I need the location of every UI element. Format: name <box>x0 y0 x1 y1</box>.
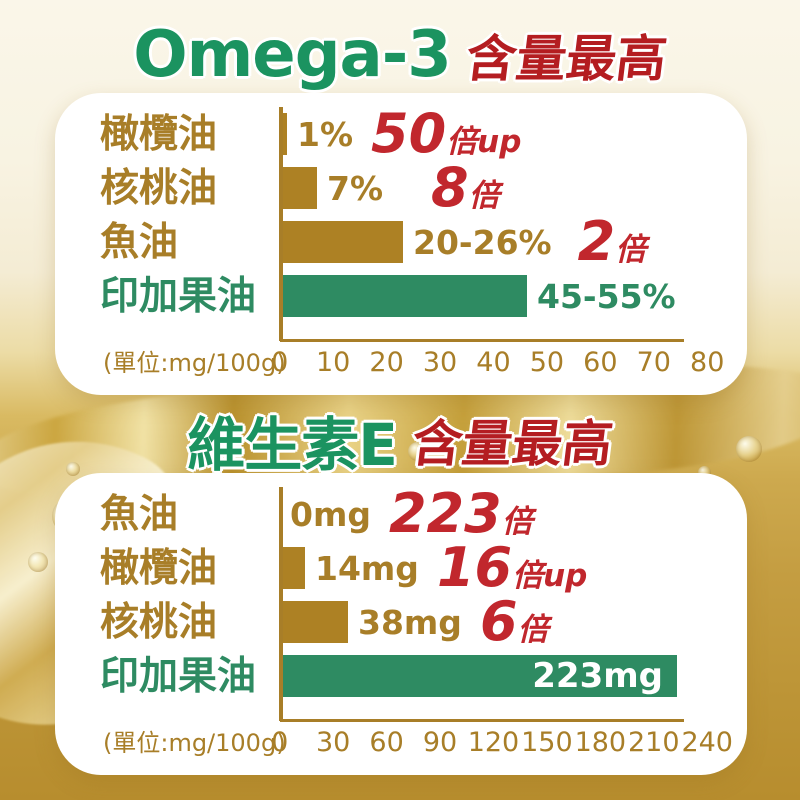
bar-walnut-oil <box>280 601 348 643</box>
oil-bubble <box>336 448 351 463</box>
oil-bubble <box>66 462 80 476</box>
omega3-title-zh: 含量最高 <box>462 30 670 88</box>
value-label: 1% <box>297 114 354 154</box>
bar-fish-oil <box>280 221 403 263</box>
tick-label: 40 <box>476 347 511 378</box>
chart-row-sacha-inchi-oil: 印加果油 45-55% <box>100 269 727 323</box>
x-axis-ticks: 0 30 60 90 120 150 180 210 240 <box>253 729 734 756</box>
tick-label: 90 <box>422 727 458 758</box>
axis-unit-label: (單位:mg/100g) <box>103 729 286 757</box>
tick-label: 240 <box>681 727 733 758</box>
chart-row-fish-oil: 魚油 0mg 223 倍 <box>100 487 727 541</box>
tick-label: 80 <box>690 347 725 378</box>
omega3-title: Omega-3 含量最高 <box>0 18 800 92</box>
chart-row-olive-oil: 橄欖油 1% 50 倍up <box>100 107 727 161</box>
row-label: 印加果油 <box>100 653 257 699</box>
value-label: 20-26% <box>413 222 552 262</box>
bar-sacha-inchi-oil <box>280 275 527 317</box>
value-label: 14mg <box>315 548 419 588</box>
omega3-title-en: Omega-3 <box>133 18 452 92</box>
tick-label: 60 <box>369 727 404 758</box>
oil-bubble <box>408 442 427 461</box>
row-label: 橄欖油 <box>100 545 218 591</box>
oil-bubble <box>28 552 48 572</box>
tick-label: 10 <box>315 347 351 378</box>
multiplier-annotation: 223 倍 <box>388 482 533 545</box>
tick-label: 120 <box>467 727 520 758</box>
value-label: 7% <box>327 168 384 208</box>
tick-label: 210 <box>628 727 680 758</box>
tick-label: 30 <box>422 347 458 378</box>
chart-row-olive-oil: 橄欖油 14mg 16 倍up <box>100 541 727 595</box>
row-label: 魚油 <box>100 491 179 537</box>
tick-label: 60 <box>583 347 618 378</box>
row-label: 魚油 <box>100 219 179 265</box>
value-label: 0mg <box>290 494 371 534</box>
vitamin-e-title: 維生素E 含量最高 <box>0 398 800 482</box>
y-axis-line <box>279 487 283 721</box>
tick-label: 0 <box>271 347 289 378</box>
bar-olive-oil <box>280 547 305 589</box>
vitamin-e-title-zh: 含量最高 <box>408 415 616 473</box>
bar-olive-oil <box>280 113 287 155</box>
bar-walnut-oil <box>280 167 317 209</box>
tick-label: 180 <box>574 727 627 758</box>
tick-label: 150 <box>521 727 573 758</box>
value-label: 45-55% <box>537 276 676 316</box>
tick-label: 20 <box>369 347 404 378</box>
oil-bubble <box>736 436 762 462</box>
multiplier-annotation: 50 倍up <box>371 102 522 165</box>
x-axis-ticks: 0 10 20 30 40 50 60 70 80 <box>253 349 734 376</box>
chart-row-sacha-inchi-oil: 印加果油 223mg <box>100 649 727 703</box>
axis-unit-label: (單位:mg/100g) <box>103 349 286 377</box>
value-label: 38mg <box>358 602 462 642</box>
bar-sacha-inchi-oil: 223mg <box>280 655 677 697</box>
row-label: 核桃油 <box>100 599 218 645</box>
y-axis-line <box>279 107 283 341</box>
vitamin-e-title-zh-en: 維生素E <box>187 411 398 479</box>
row-label: 橄欖油 <box>100 111 218 157</box>
tick-label: 70 <box>636 347 671 378</box>
x-axis-line <box>280 339 684 342</box>
row-label: 核桃油 <box>100 165 218 211</box>
x-axis-line <box>280 719 684 722</box>
tick-label: 0 <box>271 727 289 758</box>
tick-label: 30 <box>315 727 351 758</box>
row-label: 印加果油 <box>100 273 257 319</box>
multiplier-annotation: 16 倍up <box>436 536 588 599</box>
tick-label: 50 <box>529 347 565 378</box>
value-label-inside-bar: 223mg <box>532 656 663 696</box>
